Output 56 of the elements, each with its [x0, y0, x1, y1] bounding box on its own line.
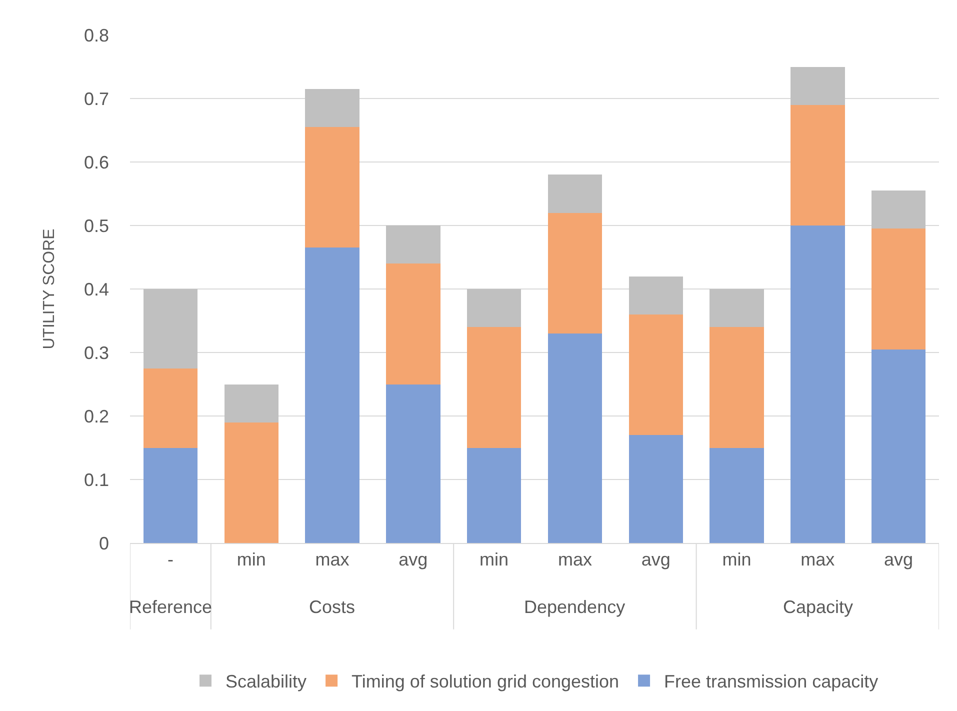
text: Reference	[129, 597, 212, 617]
x-tick-label: avg	[398, 550, 428, 570]
x-tick-label: max	[558, 550, 592, 570]
bar	[466, 448, 522, 543]
bar	[871, 190, 926, 229]
x-tick-label: min	[480, 550, 509, 570]
bar	[143, 368, 198, 448]
bar	[143, 448, 198, 543]
bar	[305, 88, 360, 128]
bar	[143, 289, 198, 368]
bar	[305, 248, 360, 543]
y-tick-label: 0.8	[84, 25, 109, 46]
bar	[224, 422, 278, 543]
y-tick-label: 0.3	[84, 342, 109, 363]
bar	[871, 228, 926, 350]
bar	[305, 127, 360, 248]
text: Costs	[309, 597, 356, 617]
bar	[466, 327, 522, 448]
x-tick-label: -	[167, 550, 174, 570]
x-tick-label: min	[722, 550, 752, 570]
legend-label: Free transmission capacity	[664, 672, 878, 692]
y-tick-label: 0.7	[84, 88, 109, 109]
x-tick-label: min	[236, 550, 266, 570]
x-tick-label: max	[800, 550, 835, 570]
bar	[790, 226, 845, 543]
y-tick-label: 0.4	[84, 279, 109, 300]
y-tick-label: 0.1	[84, 470, 109, 490]
bar	[628, 435, 683, 543]
bar	[548, 212, 602, 334]
y-tick-label: 0.6	[84, 152, 109, 172]
y-tick-label: 0.2	[84, 406, 109, 426]
x-tick-label: max	[315, 550, 350, 570]
legend-label: Timing of solution grid congestion	[352, 672, 620, 692]
legend-label: Scalability	[226, 672, 307, 692]
bar	[710, 448, 764, 543]
bar	[628, 314, 683, 436]
bar	[790, 104, 845, 226]
bar	[386, 264, 440, 384]
x-tick-label: avg	[641, 550, 670, 570]
x-tick-label: avg	[884, 550, 914, 570]
bar	[386, 226, 440, 264]
bar	[548, 333, 602, 543]
text: Dependency	[524, 597, 626, 617]
text: Capacity	[783, 597, 854, 617]
bar	[386, 384, 440, 543]
y-axis-title: UTILITY SCORE	[40, 228, 58, 350]
y-tick-label: 0	[98, 533, 109, 554]
bar	[710, 289, 764, 328]
bar	[548, 174, 602, 213]
bar	[790, 66, 845, 105]
bar	[466, 289, 522, 328]
bar	[628, 276, 683, 314]
y-tick-label: 0.5	[84, 216, 109, 236]
bar	[871, 349, 926, 543]
bar	[224, 384, 278, 422]
bar	[710, 327, 764, 448]
